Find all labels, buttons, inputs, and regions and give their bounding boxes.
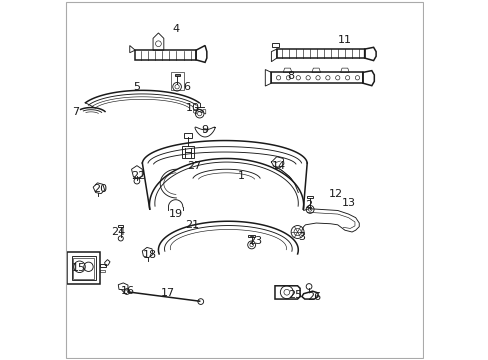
Text: 6: 6 xyxy=(183,82,190,92)
Text: 20: 20 xyxy=(93,184,107,194)
Text: 17: 17 xyxy=(160,288,174,298)
Text: 23: 23 xyxy=(248,236,262,246)
Text: 1: 1 xyxy=(237,171,244,181)
Text: 15: 15 xyxy=(72,263,86,273)
Text: 4: 4 xyxy=(172,24,180,35)
Text: 9: 9 xyxy=(201,125,208,135)
Text: 16: 16 xyxy=(121,286,135,296)
Text: 3: 3 xyxy=(298,232,305,242)
Text: 8: 8 xyxy=(287,71,294,81)
Text: 18: 18 xyxy=(142,250,156,260)
Text: 2: 2 xyxy=(305,200,312,210)
Text: 26: 26 xyxy=(307,292,321,302)
Text: 22: 22 xyxy=(131,171,145,181)
Text: 5: 5 xyxy=(133,82,140,92)
Text: 19: 19 xyxy=(169,209,183,219)
Text: 27: 27 xyxy=(187,161,201,171)
Text: 11: 11 xyxy=(337,35,351,45)
Text: 25: 25 xyxy=(287,290,301,300)
Text: 10: 10 xyxy=(185,103,199,113)
Text: 7: 7 xyxy=(72,107,80,117)
Text: 24: 24 xyxy=(111,227,125,237)
Text: 13: 13 xyxy=(341,198,355,208)
Text: 12: 12 xyxy=(328,189,342,199)
Text: 14: 14 xyxy=(271,161,285,171)
Text: 21: 21 xyxy=(185,220,199,230)
